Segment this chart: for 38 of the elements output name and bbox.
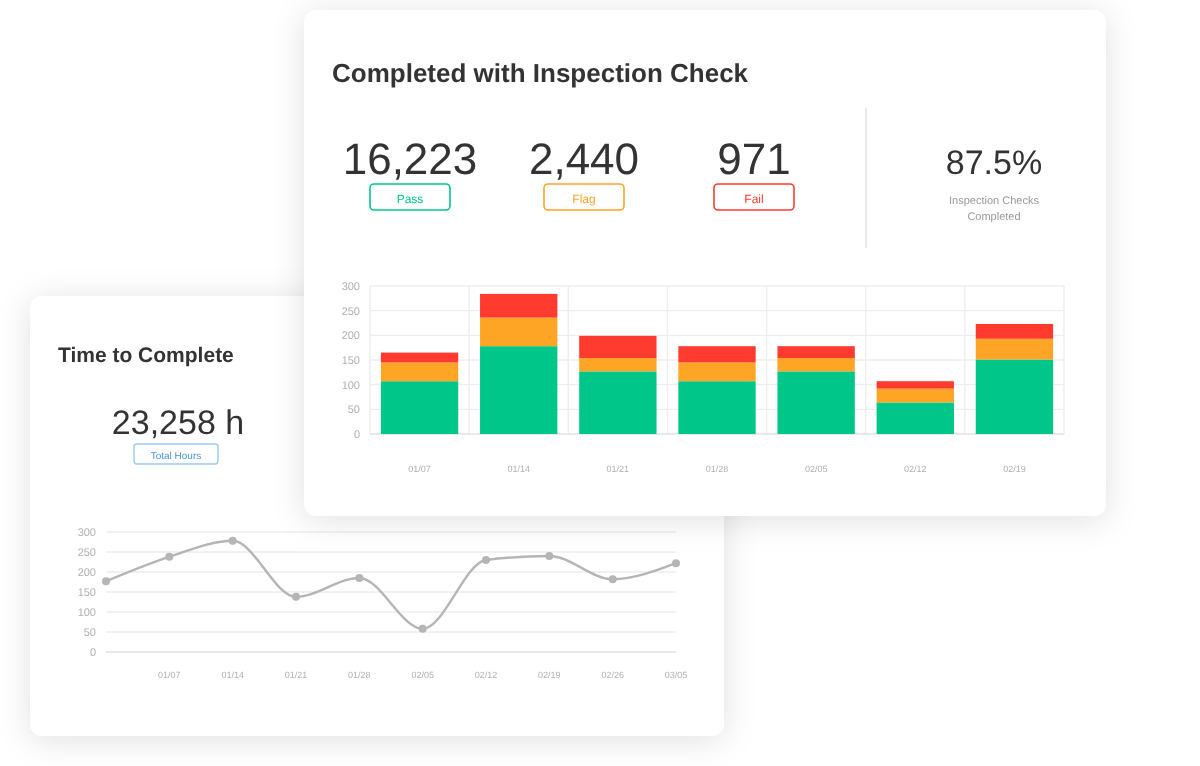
bar bbox=[975, 338, 1054, 360]
bar bbox=[975, 359, 1054, 434]
point bbox=[482, 556, 490, 564]
bar bbox=[876, 402, 954, 434]
bar bbox=[579, 358, 657, 372]
point bbox=[418, 624, 427, 633]
point bbox=[228, 536, 237, 545]
point bbox=[672, 559, 680, 568]
point bbox=[102, 577, 110, 586]
chart-title: Time to Complete bbox=[58, 344, 235, 368]
bar bbox=[480, 293, 558, 318]
text: 23,258 h bbox=[111, 404, 245, 442]
bar bbox=[480, 317, 558, 347]
bar bbox=[876, 388, 954, 403]
point bbox=[355, 574, 364, 582]
point bbox=[292, 592, 300, 601]
point bbox=[545, 552, 554, 560]
bar bbox=[777, 346, 855, 359]
bar bbox=[777, 358, 855, 372]
point bbox=[608, 575, 617, 584]
bar bbox=[678, 362, 756, 382]
text: 16,223 bbox=[342, 134, 478, 184]
bar bbox=[876, 381, 954, 389]
text: 2,440 bbox=[528, 134, 640, 184]
bar bbox=[380, 381, 459, 434]
text: 87.5% bbox=[945, 144, 1043, 182]
chart-title: Completed with Inspection Check bbox=[332, 58, 750, 88]
bar bbox=[678, 381, 756, 434]
bar bbox=[975, 323, 1054, 339]
bar bbox=[380, 352, 459, 363]
bar bbox=[579, 335, 657, 359]
bar bbox=[480, 346, 558, 434]
bar bbox=[579, 371, 657, 434]
bar bbox=[777, 371, 855, 434]
text: 971 bbox=[717, 134, 791, 184]
bar bbox=[380, 362, 459, 382]
point bbox=[165, 552, 174, 561]
bar bbox=[678, 346, 756, 363]
